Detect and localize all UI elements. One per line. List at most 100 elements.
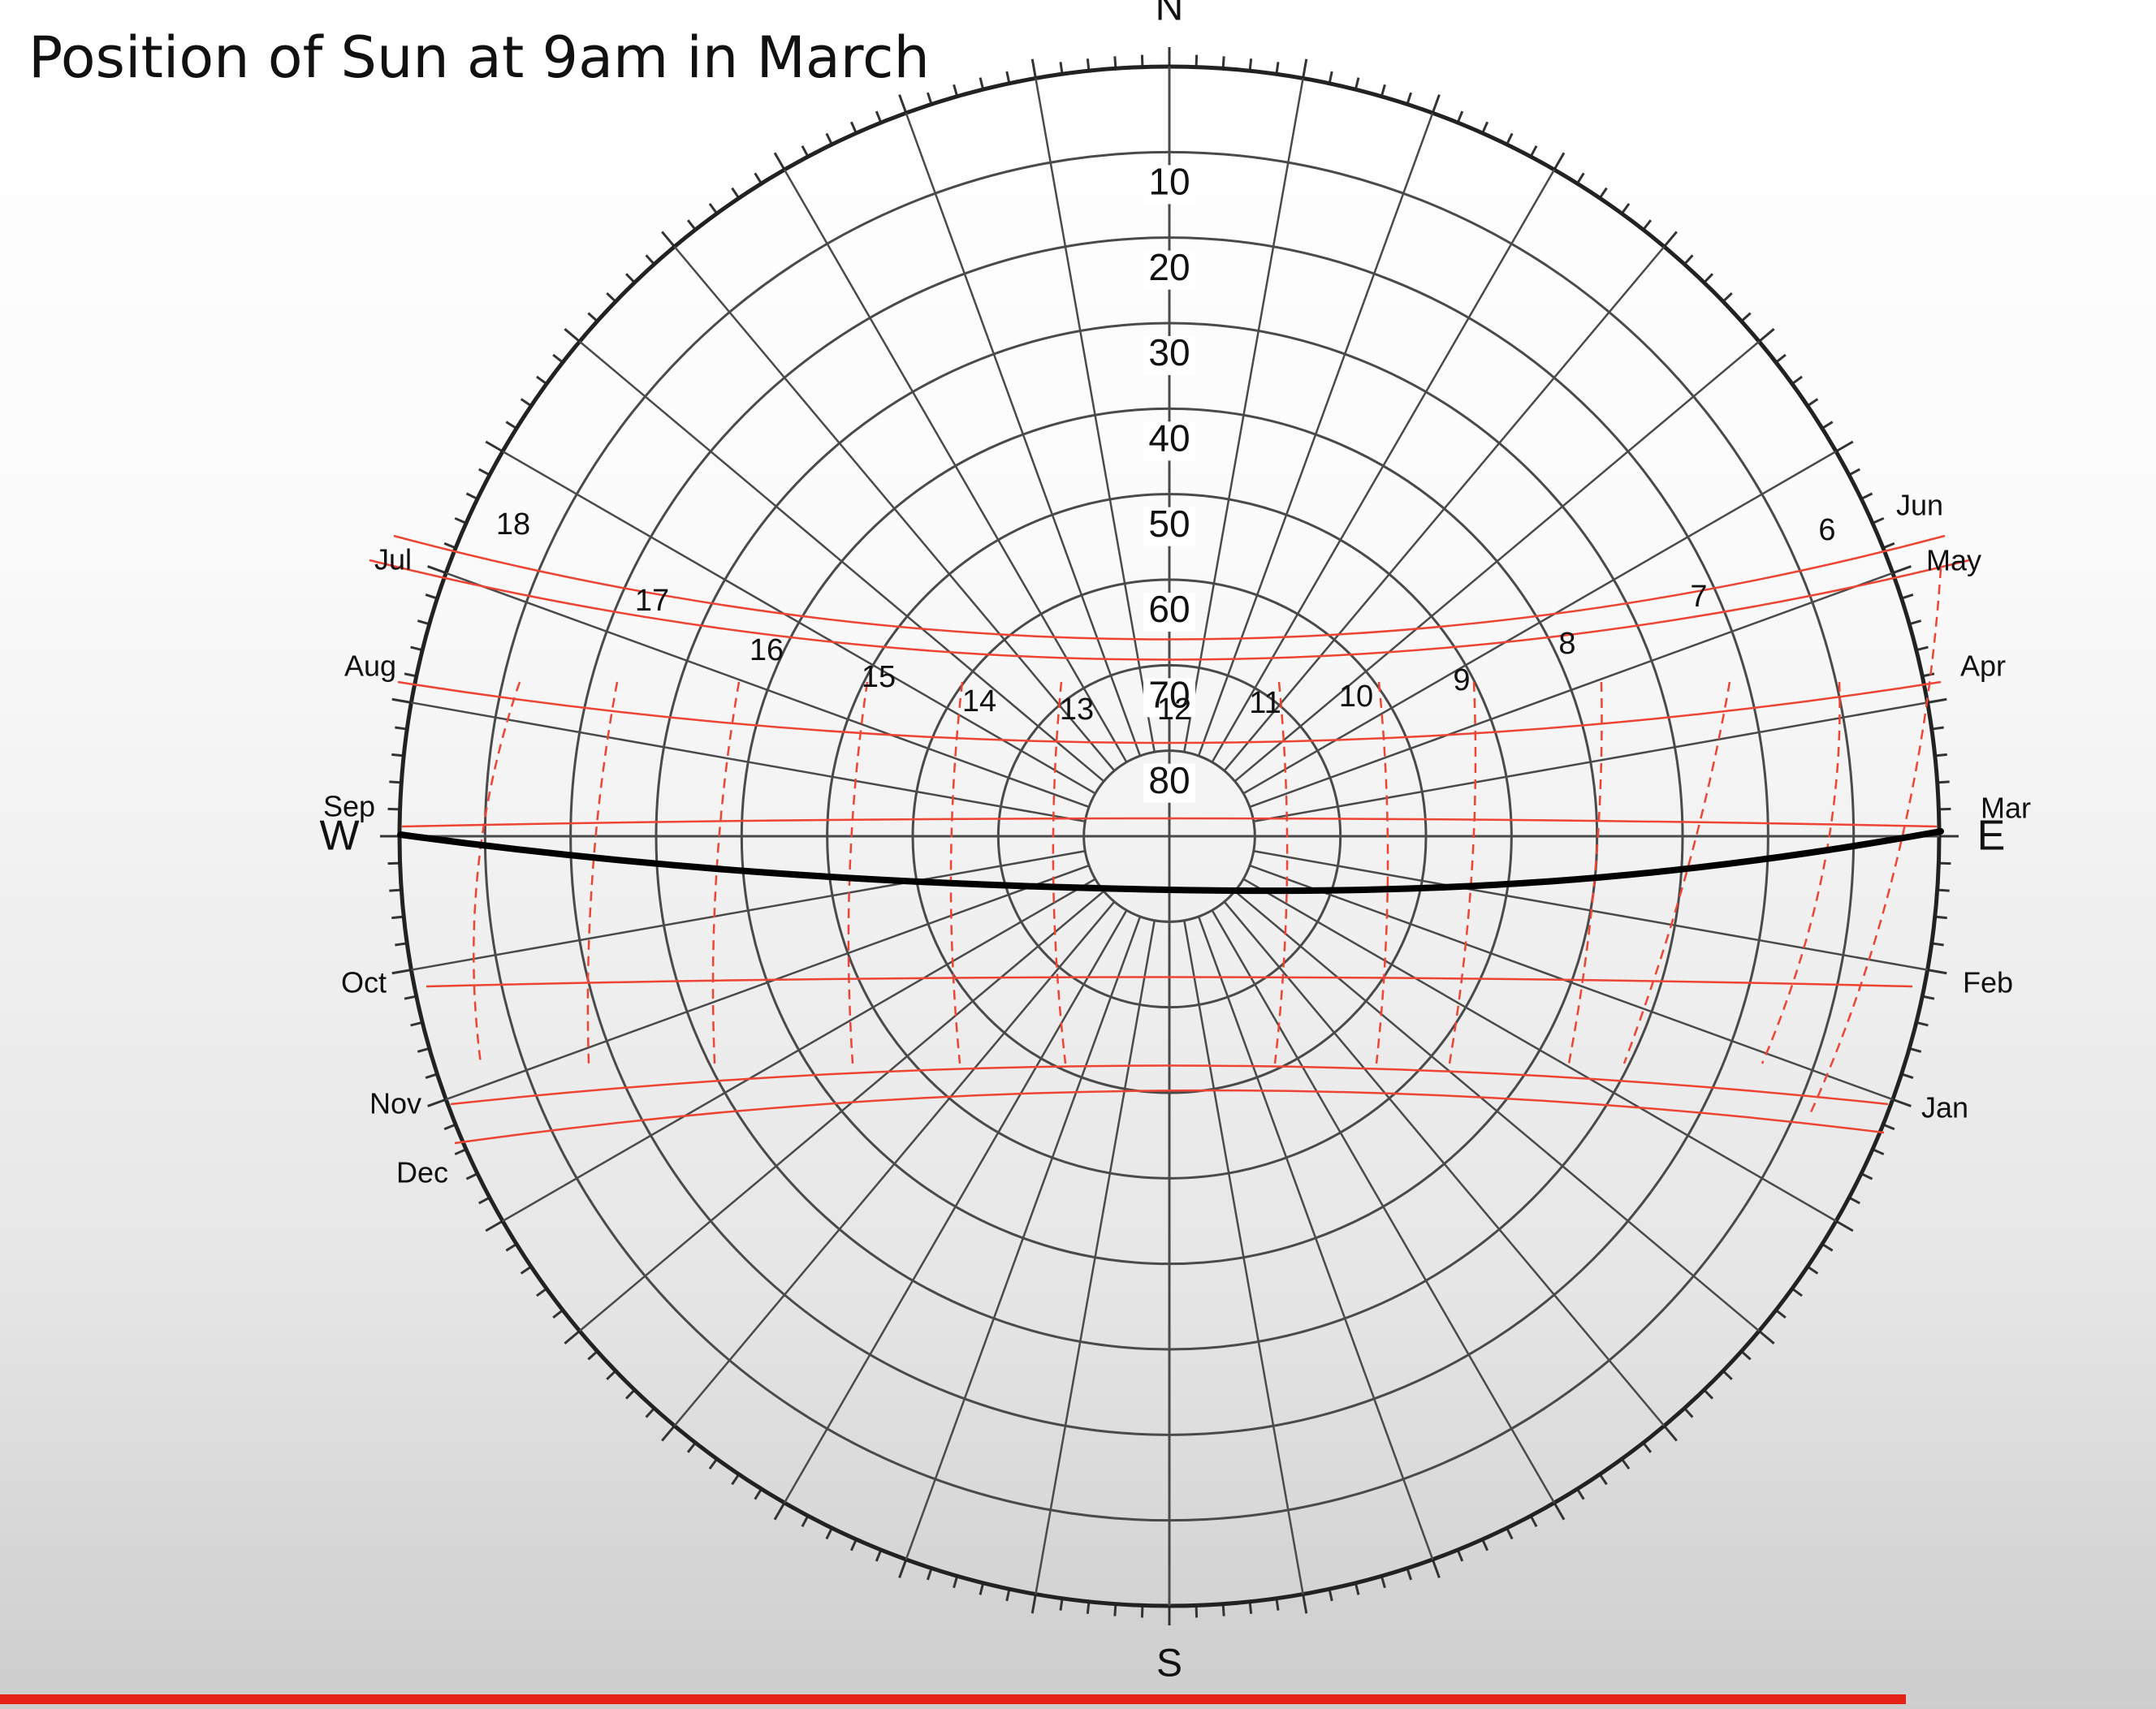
tick-mark	[661, 1425, 676, 1442]
hour-line	[847, 681, 869, 1064]
west-label: W	[319, 813, 359, 860]
tick-mark	[1431, 1559, 1441, 1578]
tick-mark	[1059, 1598, 1064, 1611]
tick-mark	[1302, 1594, 1308, 1614]
altitude-label: 40	[1148, 416, 1190, 459]
tick-mark	[485, 1219, 503, 1232]
tick-mark	[1848, 1196, 1860, 1205]
tick-mark	[1248, 1601, 1253, 1614]
azimuth-spoke	[1035, 78, 1156, 753]
azimuth-spoke	[445, 572, 1090, 809]
hour-line	[1622, 681, 1731, 1064]
tick-mark	[875, 1549, 883, 1562]
tick-mark	[708, 203, 718, 214]
east-label: E	[1977, 813, 2006, 860]
hour-label: 12	[1157, 693, 1191, 727]
path-mar	[401, 817, 1938, 828]
tick-mark	[1030, 1594, 1037, 1614]
page-title: Position of Sun at 9am in March	[28, 24, 930, 91]
altitude-label-bg	[1143, 250, 1195, 290]
tick-mark	[1456, 1549, 1464, 1562]
hour-line	[1567, 681, 1603, 1064]
hour-line	[473, 681, 521, 1064]
tick-mark	[1248, 58, 1253, 71]
hour-label: 13	[1060, 693, 1094, 727]
azimuth-spoke	[1234, 890, 1761, 1332]
hour-label: 10	[1339, 680, 1373, 714]
hour-label: 7	[1690, 580, 1707, 614]
tick-mark	[391, 969, 412, 975]
hour-line	[1273, 681, 1289, 1064]
azimuth-spoke	[1035, 920, 1156, 1595]
video-progress-bar[interactable]	[0, 1694, 2156, 1704]
tick-mark	[1835, 1219, 1854, 1232]
tick-mark	[898, 94, 908, 114]
tick-mark	[1030, 58, 1037, 79]
altitude-label: 30	[1148, 331, 1190, 373]
tick-mark	[1892, 565, 1912, 575]
azimuth-spoke	[905, 916, 1142, 1560]
month-label: Mar	[1981, 792, 2031, 825]
path-jan	[450, 1064, 1889, 1106]
altitude-label: 10	[1148, 160, 1190, 202]
month-label: Dec	[396, 1156, 448, 1189]
tick-mark	[485, 440, 503, 453]
tick-mark	[1406, 92, 1413, 105]
azimuth-spoke	[1197, 112, 1434, 757]
azimuth-spoke	[1211, 909, 1556, 1504]
azimuth-spoke	[411, 701, 1086, 822]
azimuth-spoke	[1249, 864, 1894, 1101]
tick-mark	[1086, 58, 1091, 71]
azimuth-spoke	[1223, 900, 1666, 1427]
path-apr	[397, 680, 1942, 744]
altitude-label: 20	[1148, 246, 1190, 288]
altitude-label-bg	[1143, 336, 1195, 375]
altitude-label: 70	[1148, 673, 1190, 715]
azimuth-spoke	[673, 900, 1116, 1427]
altitude-label-bg	[1143, 763, 1195, 803]
month-label: Sep	[323, 790, 375, 823]
tick-mark	[1553, 152, 1566, 170]
tick-mark	[1431, 94, 1441, 114]
azimuth-spoke	[1242, 450, 1837, 795]
month-label: Jun	[1896, 489, 1943, 522]
tick-mark	[1901, 1072, 1914, 1080]
tick-mark	[1663, 1425, 1678, 1442]
tick-mark	[1938, 861, 1951, 865]
hour-line	[1052, 681, 1067, 1064]
tick-mark	[1529, 1515, 1538, 1527]
tick-mark	[1553, 1502, 1566, 1521]
azimuth-spoke	[1234, 340, 1761, 783]
diagram-labels: N S E W 10 20 30 40 50 60 70 80 6 7 8 9 10 11 12 13 14 15 16 17…	[319, 0, 2031, 1685]
month-label: Apr	[1960, 650, 2006, 683]
altitude-label: 60	[1148, 588, 1190, 630]
hour-line	[711, 681, 741, 1064]
hour-line	[1761, 681, 1841, 1064]
hour-label: 15	[862, 660, 896, 694]
azimuth-spoke	[502, 878, 1096, 1223]
hour-label: 18	[496, 507, 530, 542]
tick-mark	[1380, 1575, 1386, 1589]
tick-mark	[564, 1330, 581, 1344]
tick-mark	[391, 697, 412, 704]
highlighted-sun-path	[397, 828, 1944, 895]
azimuth-spoke	[1223, 245, 1666, 772]
tick-mark	[926, 1568, 933, 1581]
tick-mark	[1927, 969, 1947, 975]
month-label: May	[1926, 544, 1981, 577]
azimuth-spoke	[783, 909, 1128, 1504]
tick-mark	[1621, 203, 1631, 214]
hour-line	[1375, 681, 1389, 1064]
path-feb	[426, 976, 1913, 988]
tick-mark	[465, 492, 478, 500]
tick-mark	[427, 565, 447, 575]
azimuth-spoke	[1183, 78, 1304, 753]
month-label: Jan	[1921, 1091, 1968, 1124]
tick-mark	[564, 328, 581, 343]
azimuth-spoke	[502, 450, 1096, 795]
tick-mark	[1892, 1098, 1912, 1107]
tick-mark	[606, 1370, 617, 1381]
hour-label: 9	[1453, 663, 1470, 697]
tick-mark	[387, 861, 400, 865]
hour-label: 6	[1818, 513, 1835, 547]
